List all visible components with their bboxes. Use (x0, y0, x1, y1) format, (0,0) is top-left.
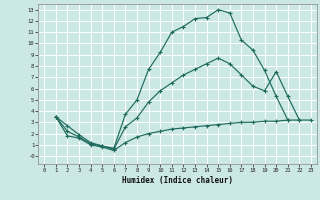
X-axis label: Humidex (Indice chaleur): Humidex (Indice chaleur) (122, 176, 233, 185)
